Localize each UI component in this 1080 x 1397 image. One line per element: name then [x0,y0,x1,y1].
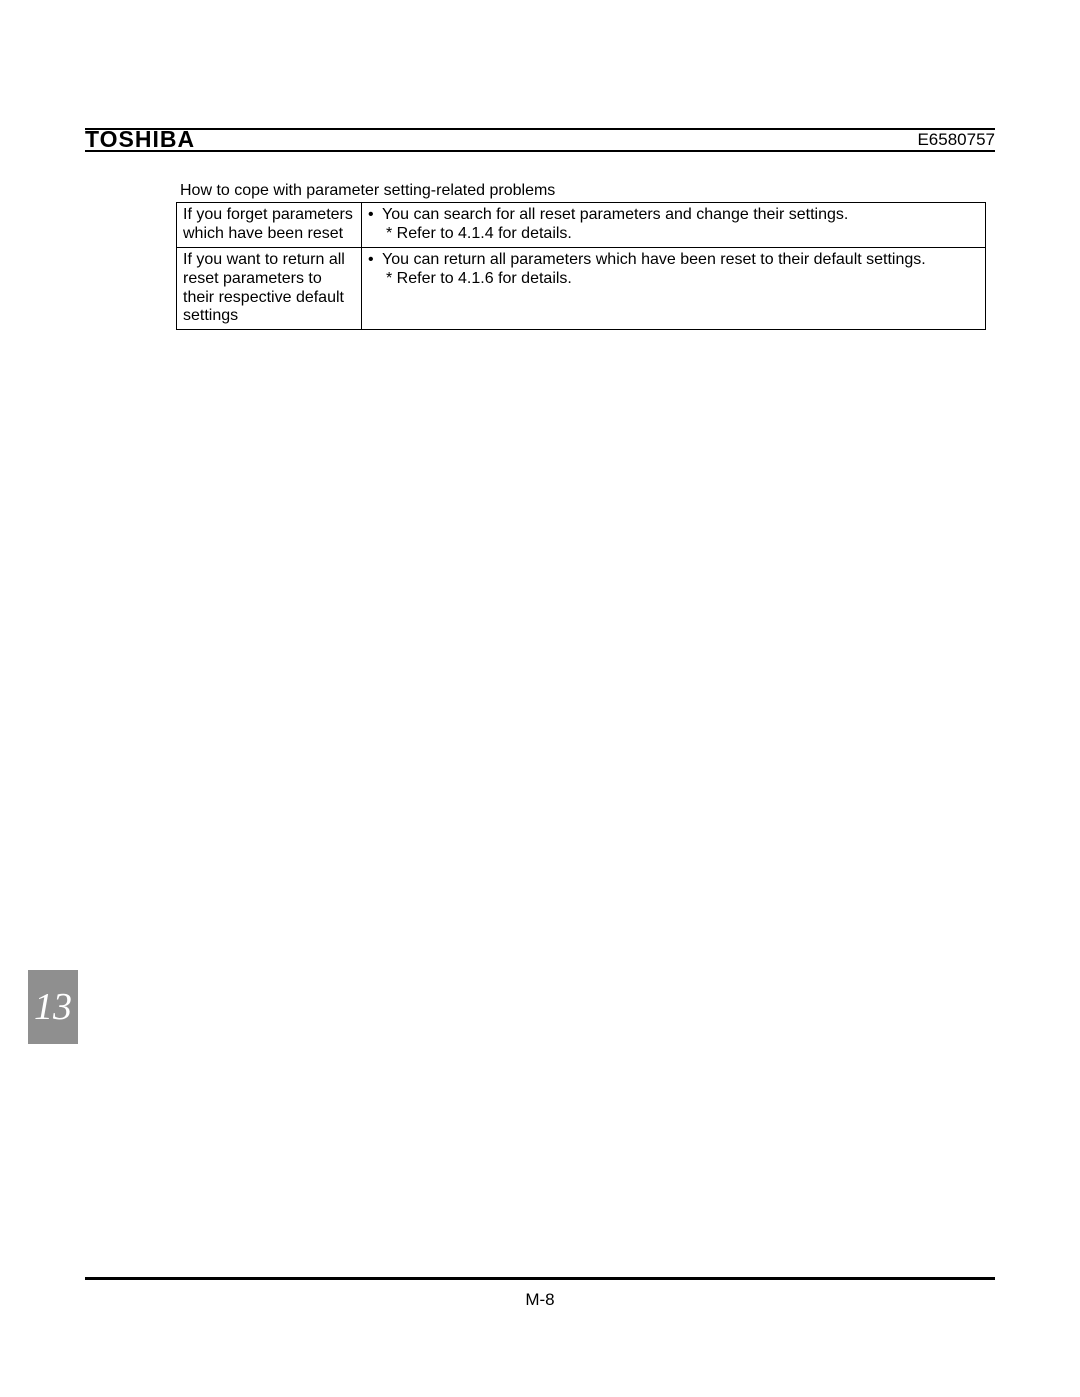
situation-cell: If you want to return all reset paramete… [177,247,362,330]
document-number: E6580757 [917,130,995,150]
bullet-line: • You can search for all reset parameter… [368,206,979,225]
chapter-tab: 13 [28,970,78,1044]
brand-logo: TOSHIBA [85,126,195,153]
problems-table: If you forget parameters which have been… [176,202,986,330]
situation-cell: If you forget parameters which have been… [177,203,362,248]
header-bar: TOSHIBA E6580757 [85,128,995,152]
footer-rule [85,1277,995,1280]
action-cell: • You can search for all reset parameter… [362,203,986,248]
bullet-icon: • [368,206,382,225]
bullet-text: You can return all parameters which have… [382,251,926,270]
content-area: How to cope with parameter setting-relat… [176,182,986,330]
page-number: M-8 [0,1290,1080,1310]
page: TOSHIBA E6580757 How to cope with parame… [0,0,1080,1397]
bullet-text: You can search for all reset parameters … [382,206,848,225]
action-cell: • You can return all parameters which ha… [362,247,986,330]
refer-text: * Refer to 4.1.4 for details. [368,225,979,244]
bullet-line: • You can return all parameters which ha… [368,251,979,270]
bullet-icon: • [368,251,382,270]
table-title: How to cope with parameter setting-relat… [176,182,986,200]
refer-text: * Refer to 4.1.6 for details. [368,270,979,289]
table-row: If you forget parameters which have been… [177,203,986,248]
table-row: If you want to return all reset paramete… [177,247,986,330]
